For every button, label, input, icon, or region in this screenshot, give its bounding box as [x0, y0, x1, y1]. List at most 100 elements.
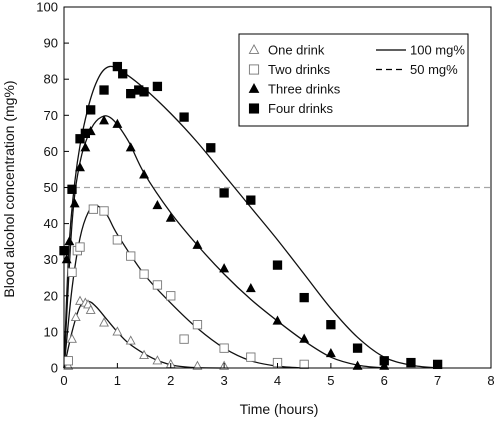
data-point-series-4-20 — [352, 343, 363, 353]
legend-label-fit-curve: 100 mg% — [410, 43, 465, 58]
data-point-series-4-8 — [118, 69, 128, 79]
data-point-series-1-14 — [192, 360, 203, 370]
data-point-series-1-7 — [85, 304, 96, 314]
legend-label-series-1: One drink — [268, 43, 325, 58]
data-point-series-2-1 — [63, 356, 73, 366]
y-tick-label: 0 — [51, 361, 58, 376]
x-tick-label: 5 — [327, 373, 334, 388]
data-point-series-3-3 — [69, 198, 80, 208]
legend-label-series-4: Four drinks — [268, 101, 334, 116]
data-point-series-3-11 — [152, 199, 163, 210]
x-tick-label: 8 — [487, 373, 494, 388]
data-point-series-2-14 — [219, 343, 229, 353]
fit-curve-series-4 — [63, 65, 438, 369]
data-point-series-3-1 — [61, 254, 72, 264]
data-point-series-4-18 — [299, 292, 309, 303]
data-point-series-4-4 — [80, 128, 91, 138]
data-point-series-2-4 — [75, 242, 85, 252]
axes: 0 10 20 30 40 50 60 70 80 90 100 0 1 2 3 4 5 6 7 8 — [36, 0, 494, 388]
data-point-series-3-9 — [125, 142, 136, 152]
data-point-series-1-9 — [112, 326, 123, 336]
data-point-series-4-9 — [126, 88, 136, 99]
legend-label-series-2: Two drinks — [268, 62, 331, 77]
y-tick-label: 60 — [44, 144, 58, 159]
data-point-series-4-12 — [152, 81, 163, 92]
data-point-series-3-8 — [112, 118, 123, 128]
y-tick-label: 10 — [44, 324, 58, 339]
data-point-series-3-5 — [80, 142, 91, 152]
data-point-series-1-11 — [139, 349, 150, 359]
data-point-series-2-17 — [299, 359, 309, 370]
legend: One drink Two drinks Three drinks Four drin… — [238, 33, 469, 127]
legend-label-reference-line: 50 mg% — [410, 62, 458, 77]
data-point-series-2-11 — [166, 291, 176, 301]
data-point-series-4-22 — [406, 357, 416, 368]
data-point-series-1-4 — [75, 295, 85, 305]
y-tick-label: 20 — [44, 288, 58, 303]
legend-marker-series-3 — [248, 82, 260, 93]
data-point-series-2-9 — [139, 269, 149, 279]
y-tick-label: 70 — [44, 108, 58, 123]
legend-marker-series-1 — [248, 43, 260, 54]
x-tick-label: 1 — [114, 373, 121, 388]
data-point-series-2-15 — [246, 352, 256, 362]
data-point-series-3-15 — [245, 283, 256, 293]
y-tick-label: 100 — [36, 0, 58, 15]
data-point-series-4-3 — [75, 134, 85, 144]
data-point-series-4-17 — [272, 260, 283, 270]
x-tick-label: 2 — [167, 373, 174, 388]
data-point-series-3-4 — [75, 162, 85, 172]
data-point-series-4-19 — [326, 320, 336, 330]
data-point-series-2-5 — [88, 204, 99, 214]
x-tick-label: 3 — [221, 373, 228, 388]
data-point-series-2-10 — [152, 280, 163, 290]
legend-box — [238, 33, 469, 127]
y-tick-label: 50 — [44, 180, 58, 195]
data-point-series-2-8 — [126, 251, 136, 261]
data-point-series-3-10 — [139, 169, 150, 179]
data-point-series-2-6 — [99, 206, 109, 216]
data-point-series-2-2 — [67, 267, 77, 277]
data-point-series-1-3 — [70, 311, 81, 322]
x-axis-title: Time (hours) — [240, 401, 319, 417]
data-point-series-4-2 — [67, 184, 77, 194]
y-tick-label: 90 — [44, 36, 58, 51]
data-point-series-3-18 — [325, 347, 336, 358]
plot-area — [59, 61, 491, 370]
data-point-series-1-1 — [63, 360, 74, 370]
y-tick-label: 40 — [44, 216, 58, 231]
x-tick-label: 0 — [60, 373, 67, 388]
data-point-series-3-19 — [352, 360, 363, 370]
data-point-series-4-6 — [99, 85, 109, 95]
data-point-series-4-14 — [206, 143, 216, 153]
data-point-series-4-15 — [219, 188, 229, 198]
fit-curve-series-3 — [63, 115, 385, 369]
data-point-series-1-2 — [67, 333, 77, 343]
data-point-series-2-7 — [112, 235, 123, 245]
data-point-series-4-7 — [112, 61, 123, 72]
legend-label-series-3: Three drinks — [268, 82, 341, 97]
y-axis-title: Blood alcohol concentration (mg%) — [1, 80, 17, 297]
y-tick-label: 30 — [44, 252, 58, 267]
data-point-series-3-14 — [219, 263, 230, 273]
y-tick-label: 80 — [44, 72, 58, 87]
data-point-series-2-13 — [192, 320, 203, 330]
data-point-series-3-12 — [165, 212, 176, 222]
data-point-series-3-17 — [299, 333, 310, 343]
data-point-series-1-10 — [125, 335, 136, 345]
legend-marker-series-4 — [248, 103, 260, 114]
data-point-series-4-13 — [179, 112, 189, 122]
data-point-series-2-12 — [179, 334, 189, 344]
data-point-series-3-7 — [99, 115, 109, 125]
data-point-series-3-16 — [272, 315, 283, 325]
data-point-series-4-5 — [86, 105, 96, 115]
data-point-series-4-11 — [139, 87, 149, 97]
data-point-series-1-12 — [152, 355, 163, 365]
x-tick-label: 7 — [434, 373, 441, 388]
data-point-series-3-2 — [64, 236, 75, 246]
x-tick-label: 4 — [274, 373, 281, 388]
data-point-series-4-16 — [246, 195, 256, 205]
legend-marker-series-2 — [248, 64, 260, 75]
data-point-series-1-8 — [99, 317, 109, 327]
